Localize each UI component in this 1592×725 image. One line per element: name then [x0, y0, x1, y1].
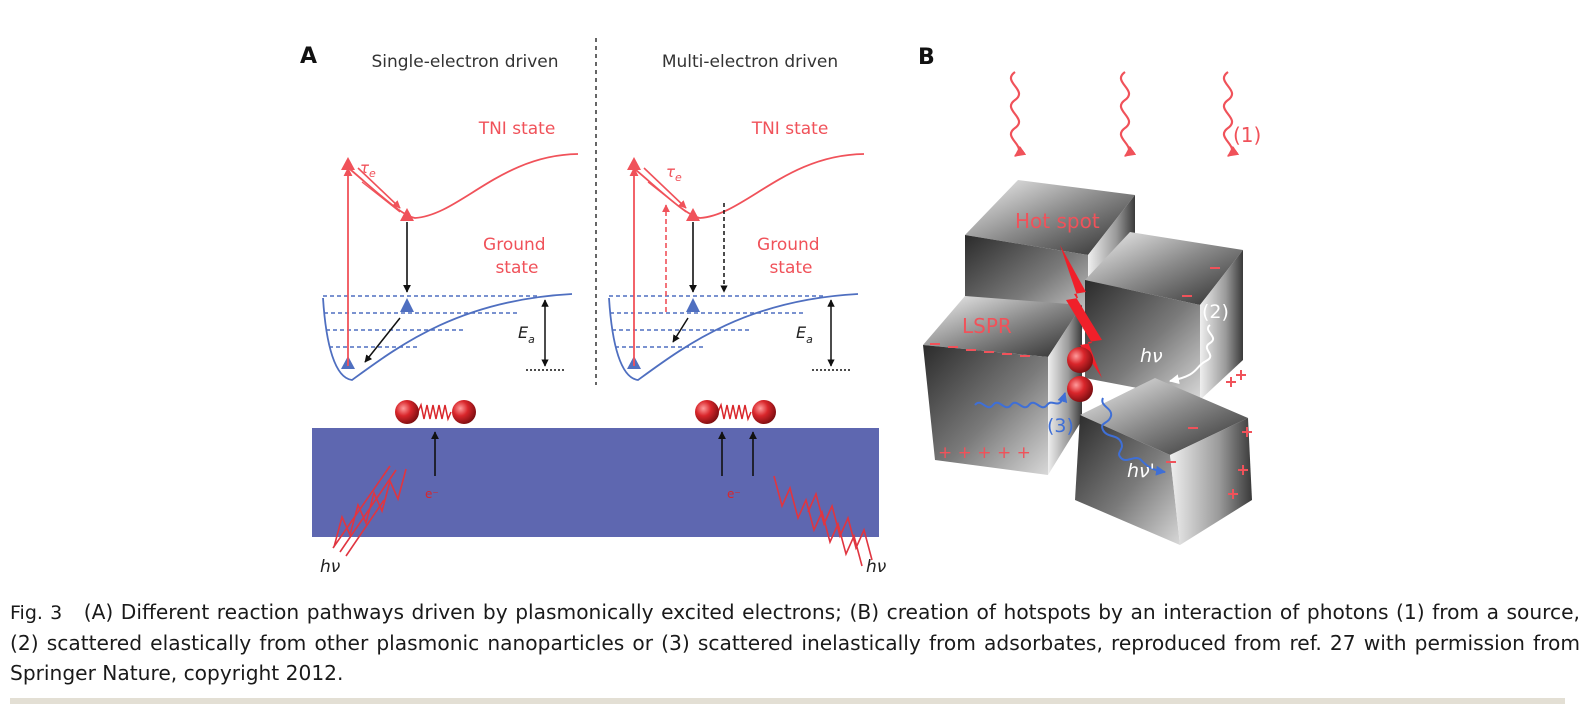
- tni-occupancy-marker: [400, 208, 414, 221]
- adsorbate-molecule: [1067, 347, 1093, 402]
- tni-top-marker-right: [627, 157, 641, 170]
- caption-bottom-rule: [10, 698, 1565, 704]
- inelastic-scatter-marker: (3): [1047, 415, 1074, 437]
- hv-prime-label: hν': [1127, 460, 1155, 482]
- incident-photon-arrows: [1009, 71, 1240, 157]
- electron-label-right: e⁻: [727, 487, 741, 501]
- surface-charge-plus-row: + + + + +: [938, 443, 1031, 463]
- panel-b: B (1) Hot spot: [918, 45, 1261, 545]
- relaxation-arrow: [357, 167, 401, 209]
- nanocube-back-right: [1085, 232, 1243, 400]
- tni-occupancy-marker-right: [686, 208, 700, 221]
- nanocube-front-left: [923, 296, 1082, 475]
- activation-energy-label-right: Ea: [796, 323, 813, 346]
- ground-state-label-right: Ground state: [757, 235, 825, 278]
- panel-a: A Single-electron driven Multi-electron …: [300, 38, 887, 577]
- ground-curve-right: [608, 293, 859, 381]
- single-electron-diagram: TNI state Ground state τe: [322, 119, 579, 381]
- source-photon-marker: (1): [1233, 123, 1261, 147]
- panel-b-label: B: [918, 45, 935, 70]
- elastic-scatter-wave: [1169, 324, 1215, 385]
- figure-caption: Fig. 3 (A) Different reaction pathways d…: [10, 597, 1580, 688]
- hv-label: hν: [1140, 345, 1163, 367]
- incident-light-wave-right: [773, 475, 873, 567]
- adsorbed-molecule-right: [695, 400, 776, 424]
- surface-charge-minus-right: [1166, 267, 1220, 463]
- excited-occupancy-marker-right: [686, 298, 700, 312]
- incident-light-wave-left: [332, 465, 407, 557]
- relax-to-ground-arrow: [364, 317, 401, 363]
- hot-spot-lightning: [1060, 245, 1102, 378]
- activation-energy-label: Ea: [518, 323, 535, 346]
- multi-electron-diagram: TNI state Ground state τe: [608, 119, 865, 381]
- tni-state-label: TNI state: [478, 119, 556, 139]
- metal-surface: [312, 428, 879, 537]
- nanocube-front-right: [1075, 378, 1252, 545]
- tau-e-label: τe: [360, 159, 376, 180]
- surface-charge-minus-left: [930, 343, 1030, 357]
- elastic-scatter-marker: (2): [1202, 301, 1229, 323]
- single-electron-heading: Single-electron driven: [371, 52, 558, 72]
- relaxation-arrow-right-2: [647, 181, 687, 213]
- hot-spot-label: Hot spot: [1015, 209, 1100, 233]
- lspr-label: LSPR: [962, 314, 1012, 338]
- excited-occupancy-marker: [400, 298, 414, 312]
- adsorbed-molecule-left: [395, 400, 476, 424]
- relaxation-arrow-right: [643, 167, 687, 209]
- ground-state-label: Ground state: [483, 235, 551, 278]
- relaxation-arrow-2: [361, 181, 401, 213]
- electron-label-left: e⁻: [425, 487, 439, 501]
- multi-electron-heading: Multi-electron driven: [662, 52, 838, 72]
- inelastic-incoming-wave: [974, 392, 1068, 409]
- inelastic-outgoing-wave: [1101, 397, 1166, 476]
- caption-text: (A) Different reaction pathways driven b…: [10, 600, 1580, 685]
- photon-label-left: hν: [320, 557, 341, 577]
- surface-charge-plus-right: [1226, 370, 1252, 499]
- vibrational-levels: [323, 295, 540, 348]
- relax-to-ground-arrow-right: [672, 317, 689, 343]
- panel-a-label: A: [300, 44, 317, 69]
- photon-label-right: hν: [866, 557, 887, 577]
- tni-curve: [344, 153, 579, 219]
- tni-state-label-right: TNI state: [751, 119, 829, 139]
- tau-e-label-right: τe: [666, 163, 682, 184]
- vibrational-levels-right: [609, 295, 826, 348]
- figure-number: Fig. 3: [10, 602, 63, 624]
- tni-top-marker: [341, 157, 355, 170]
- figure-3-illustration: A Single-electron driven Multi-electron …: [300, 38, 1261, 577]
